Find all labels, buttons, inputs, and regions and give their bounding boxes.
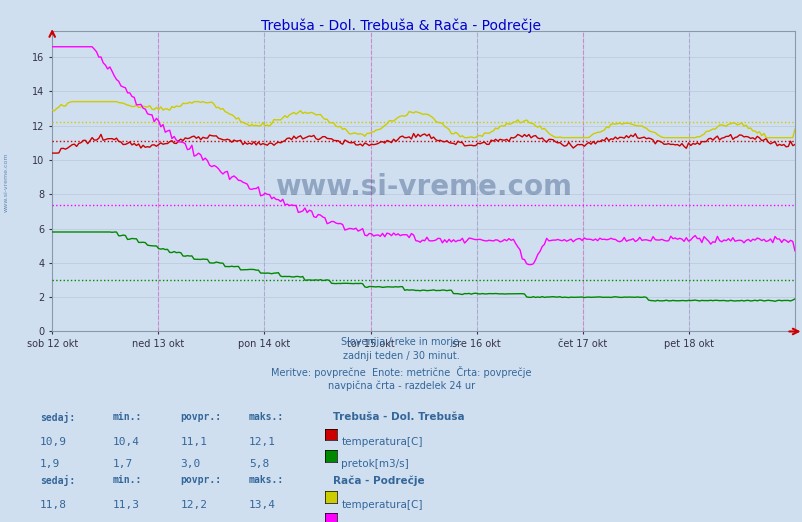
Text: Meritve: povprečne  Enote: metrične  Črta: povprečje: Meritve: povprečne Enote: metrične Črta:… bbox=[271, 366, 531, 378]
Text: Trebuša - Dol. Trebuša & Rača - Podrečje: Trebuša - Dol. Trebuša & Rača - Podrečje bbox=[261, 18, 541, 33]
Text: 11,3: 11,3 bbox=[112, 500, 140, 510]
Text: www.si-vreme.com: www.si-vreme.com bbox=[275, 173, 571, 201]
Text: min.:: min.: bbox=[112, 412, 142, 422]
Text: 11,1: 11,1 bbox=[180, 437, 208, 447]
Text: min.:: min.: bbox=[112, 475, 142, 485]
Text: 1,9: 1,9 bbox=[40, 459, 60, 469]
Text: Slovenija / reke in morje.: Slovenija / reke in morje. bbox=[341, 337, 461, 347]
Text: zadnji teden / 30 minut.: zadnji teden / 30 minut. bbox=[342, 351, 460, 361]
Text: 13,4: 13,4 bbox=[249, 500, 276, 510]
Text: Rača - Podrečje: Rača - Podrečje bbox=[333, 475, 424, 485]
Text: povpr.:: povpr.: bbox=[180, 475, 221, 485]
Text: 10,9: 10,9 bbox=[40, 437, 67, 447]
Text: navpična črta - razdelek 24 ur: navpična črta - razdelek 24 ur bbox=[327, 381, 475, 391]
Text: temperatura[C]: temperatura[C] bbox=[341, 500, 422, 510]
Text: sedaj:: sedaj: bbox=[40, 412, 75, 423]
Text: povpr.:: povpr.: bbox=[180, 412, 221, 422]
Text: 11,8: 11,8 bbox=[40, 500, 67, 510]
Text: maks.:: maks.: bbox=[249, 475, 284, 485]
Text: temperatura[C]: temperatura[C] bbox=[341, 437, 422, 447]
Text: sedaj:: sedaj: bbox=[40, 475, 75, 486]
Text: www.si-vreme.com: www.si-vreme.com bbox=[4, 153, 9, 212]
Text: 5,8: 5,8 bbox=[249, 459, 269, 469]
Text: pretok[m3/s]: pretok[m3/s] bbox=[341, 459, 408, 469]
Text: 1,7: 1,7 bbox=[112, 459, 132, 469]
Text: 12,1: 12,1 bbox=[249, 437, 276, 447]
Text: 12,2: 12,2 bbox=[180, 500, 208, 510]
Text: maks.:: maks.: bbox=[249, 412, 284, 422]
Text: 10,4: 10,4 bbox=[112, 437, 140, 447]
Text: Trebuša - Dol. Trebuša: Trebuša - Dol. Trebuša bbox=[333, 412, 464, 422]
Text: 3,0: 3,0 bbox=[180, 459, 200, 469]
